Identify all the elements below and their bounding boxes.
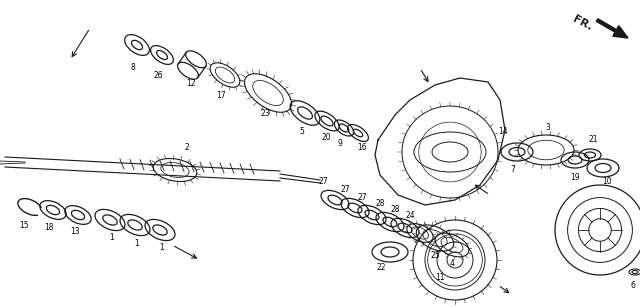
Text: 11: 11	[435, 274, 445, 282]
Text: 18: 18	[44, 223, 54, 232]
Text: 27: 27	[357, 192, 367, 201]
Text: 1: 1	[134, 239, 140, 247]
Text: 7: 7	[511, 165, 515, 174]
Text: 5: 5	[300, 127, 305, 137]
Text: 27: 27	[318, 177, 328, 186]
Text: 19: 19	[570, 173, 580, 182]
Text: 12: 12	[186, 80, 196, 88]
Text: 1: 1	[159, 243, 164, 252]
Text: 3: 3	[545, 123, 550, 133]
Text: 4: 4	[449, 258, 454, 267]
Text: 15: 15	[19, 220, 29, 230]
Text: FR.: FR.	[571, 14, 594, 32]
Text: 6: 6	[630, 281, 636, 290]
Text: 20: 20	[321, 134, 331, 142]
Text: 27: 27	[340, 185, 350, 195]
Text: 21: 21	[588, 135, 598, 145]
Text: 22: 22	[376, 263, 386, 273]
Text: 10: 10	[602, 177, 612, 186]
Text: 14: 14	[498, 127, 508, 137]
Text: 8: 8	[131, 64, 136, 72]
Text: 1: 1	[109, 234, 115, 243]
Text: 25: 25	[430, 251, 440, 261]
Text: 26: 26	[153, 72, 163, 80]
FancyArrow shape	[596, 19, 628, 38]
Text: 13: 13	[70, 227, 80, 236]
Text: 9: 9	[337, 139, 342, 149]
Text: 28: 28	[390, 205, 400, 215]
Text: 28: 28	[375, 200, 385, 208]
Text: 23: 23	[260, 110, 270, 119]
Text: 16: 16	[357, 143, 367, 153]
Text: 17: 17	[216, 91, 226, 99]
Text: 2: 2	[184, 143, 189, 153]
Text: 24: 24	[405, 211, 415, 220]
